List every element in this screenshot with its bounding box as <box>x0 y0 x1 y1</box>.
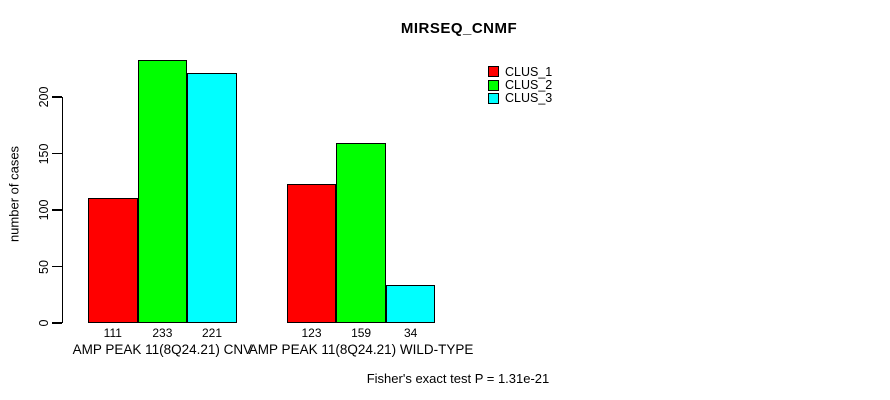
legend: CLUS_1 CLUS_2 CLUS_3 <box>488 65 552 105</box>
bar-value-label: 111 <box>103 326 122 340</box>
legend-label: CLUS_3 <box>505 91 553 106</box>
y-tick-mark <box>52 209 62 211</box>
bar-value-label: 123 <box>301 326 322 340</box>
bar-clus_2-group1 <box>137 60 188 323</box>
legend-swatch-icon <box>488 66 499 78</box>
y-tick-mark <box>52 152 62 155</box>
y-tick-label: 50 <box>37 259 51 274</box>
legend-item-clus_1: CLUS_1 <box>488 64 553 79</box>
annotation-text: Fisher's exact test P = 1.31e-21 <box>366 371 550 386</box>
legend-swatch-icon <box>488 79 499 91</box>
bar-clus_1-group2 <box>286 184 337 323</box>
y-tick-label: 0 <box>37 319 51 327</box>
x-group-label: AMP PEAK 11(8Q24.21) CNV <box>72 342 253 357</box>
y-axis-title: number of cases <box>6 145 22 243</box>
bar-value-label: 233 <box>152 326 173 340</box>
y-tick-label: 100 <box>37 199 51 221</box>
x-group-label: AMP PEAK 11(8Q24.21) WILD-TYPE <box>248 342 474 357</box>
legend-item-clus_2: CLUS_2 <box>488 78 553 93</box>
y-tick-mark <box>52 96 62 98</box>
bar-clus_3-group1 <box>187 73 237 323</box>
legend-label: CLUS_2 <box>505 78 553 93</box>
legend-swatch-icon <box>488 92 499 104</box>
bar-value-label: 34 <box>404 326 418 340</box>
y-axis-line <box>62 97 64 323</box>
bar-clus_1-group1 <box>88 198 138 323</box>
y-tick-label: 200 <box>37 86 51 108</box>
chart-title: MIRSEQ_CNMF <box>400 20 518 37</box>
legend-label: CLUS_1 <box>505 64 553 79</box>
legend-item-clus_3: CLUS_3 <box>488 91 553 106</box>
y-tick-mark <box>52 265 62 268</box>
bar-clus_2-group2 <box>336 143 386 323</box>
bar-clus_3-group2 <box>385 285 436 323</box>
bar-value-label: 221 <box>201 326 223 340</box>
bar-value-label: 159 <box>351 326 372 340</box>
y-tick-mark <box>52 322 62 324</box>
y-tick-label: 150 <box>37 143 51 164</box>
